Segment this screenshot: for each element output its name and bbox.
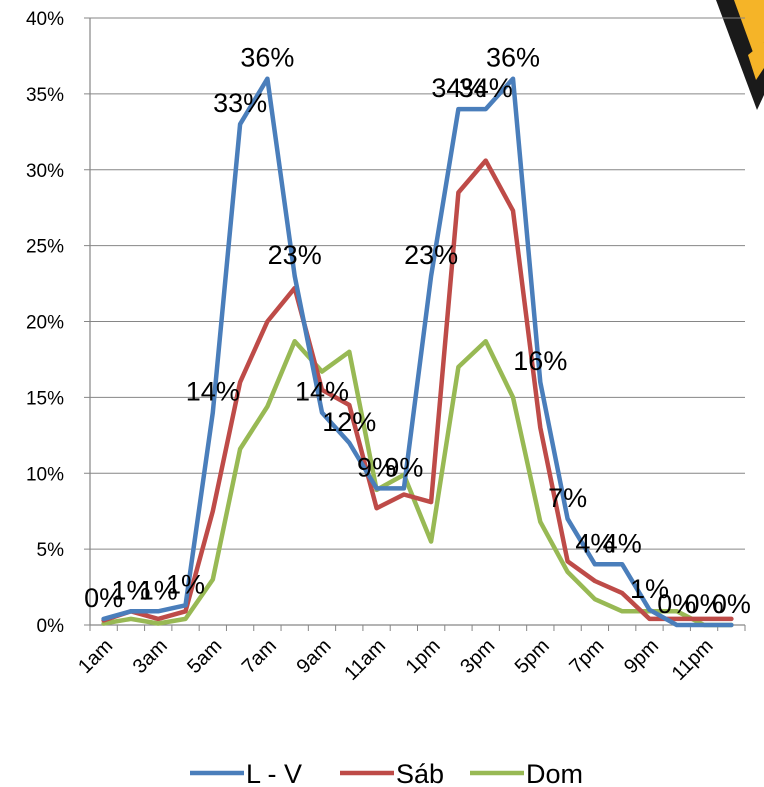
data-label: 4% (603, 528, 642, 558)
data-label: 9% (357, 452, 396, 482)
data-label: 33% (213, 88, 267, 118)
series-line-2 (101, 158, 734, 623)
y-tick-label: 5% (37, 540, 65, 561)
x-axis-tick-labels: 1am 3am 5am 7am 9am 11am 1pm 3pm 5pm 7pm 9pm 11pm (74, 635, 717, 685)
y-tick-label: 15% (26, 388, 64, 409)
data-label: 16% (513, 346, 567, 376)
data-label: 1% (166, 569, 205, 599)
x-tick-label: 7am (238, 635, 281, 678)
data-label: 36% (240, 43, 294, 73)
data-label: 0% (84, 583, 123, 613)
legend-label: Dom (526, 759, 583, 787)
legend-label: Sáb (396, 759, 444, 787)
x-tick-label: 7pm (565, 635, 608, 678)
data-label: 23% (268, 240, 322, 270)
data-label: 14% (295, 377, 349, 407)
series-lines (101, 76, 734, 628)
x-tick-label: 3pm (456, 635, 499, 678)
data-label: 23% (404, 240, 458, 270)
x-tick-label: 9am (292, 635, 335, 678)
x-tick-label: 1am (74, 635, 117, 678)
x-tick-label: 5pm (511, 635, 554, 678)
y-tick-label: 20% (26, 313, 64, 334)
x-tick-label: 11pm (668, 635, 718, 685)
y-tick-label: 25% (26, 237, 64, 258)
data-label: 36% (486, 43, 540, 73)
x-tick-label: 9pm (620, 635, 663, 678)
x-tick-label: 11am (340, 635, 390, 685)
data-label: 1% (139, 575, 178, 605)
data-label: 12% (322, 407, 376, 437)
x-tick-label: 5am (183, 635, 226, 678)
y-tick-label: 30% (26, 161, 64, 182)
series-line-3 (101, 338, 734, 628)
gridlines (84, 17, 745, 626)
data-label: 14% (186, 377, 240, 407)
y-tick-label: 35% (26, 85, 64, 106)
data-label: 0% (685, 589, 724, 619)
data-label: 4% (575, 528, 614, 558)
axes (89, 18, 746, 631)
series-line-1 (101, 76, 734, 628)
data-label: 1% (630, 574, 669, 604)
data-label: 0% (657, 589, 696, 619)
data-label: 7% (548, 483, 587, 513)
y-tick-label: 40% (26, 9, 64, 30)
x-tick-label: 1pm (402, 635, 445, 678)
legend: L - V Sáb Dom (190, 759, 583, 787)
x-tick-label: 3am (129, 635, 172, 678)
data-label: 34% (431, 73, 485, 103)
legend-label: L - V (246, 759, 302, 787)
corner-decoration (716, 0, 764, 110)
data-label: 34% (459, 73, 513, 103)
y-axis-tick-labels: 0% 5% 10% 15% 20% 25% 30% 35% 40% (26, 9, 64, 637)
data-label: 1% (111, 575, 150, 605)
y-tick-label: 0% (37, 616, 65, 637)
data-label: 0% (712, 589, 751, 619)
y-tick-label: 10% (26, 464, 64, 485)
data-label: 9% (384, 452, 423, 482)
data-labels: 0%1%1%1%14%33%36%23%14%12%9%9%23%34%34%3… (84, 43, 751, 619)
